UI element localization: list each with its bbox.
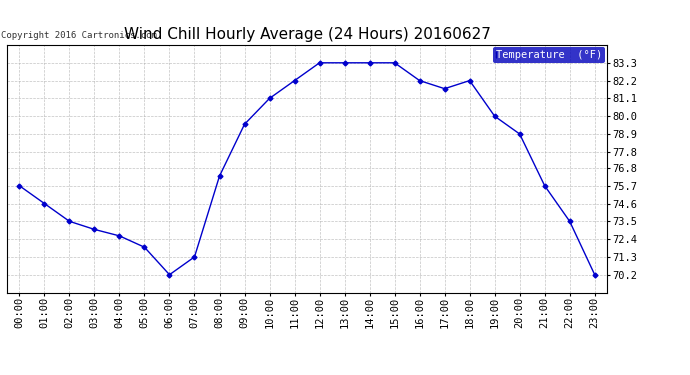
Title: Wind Chill Hourly Average (24 Hours) 20160627: Wind Chill Hourly Average (24 Hours) 201…: [124, 27, 491, 42]
Text: Copyright 2016 Cartronics.com: Copyright 2016 Cartronics.com: [1, 31, 157, 40]
Legend: Temperature  (°F): Temperature (°F): [493, 47, 605, 63]
